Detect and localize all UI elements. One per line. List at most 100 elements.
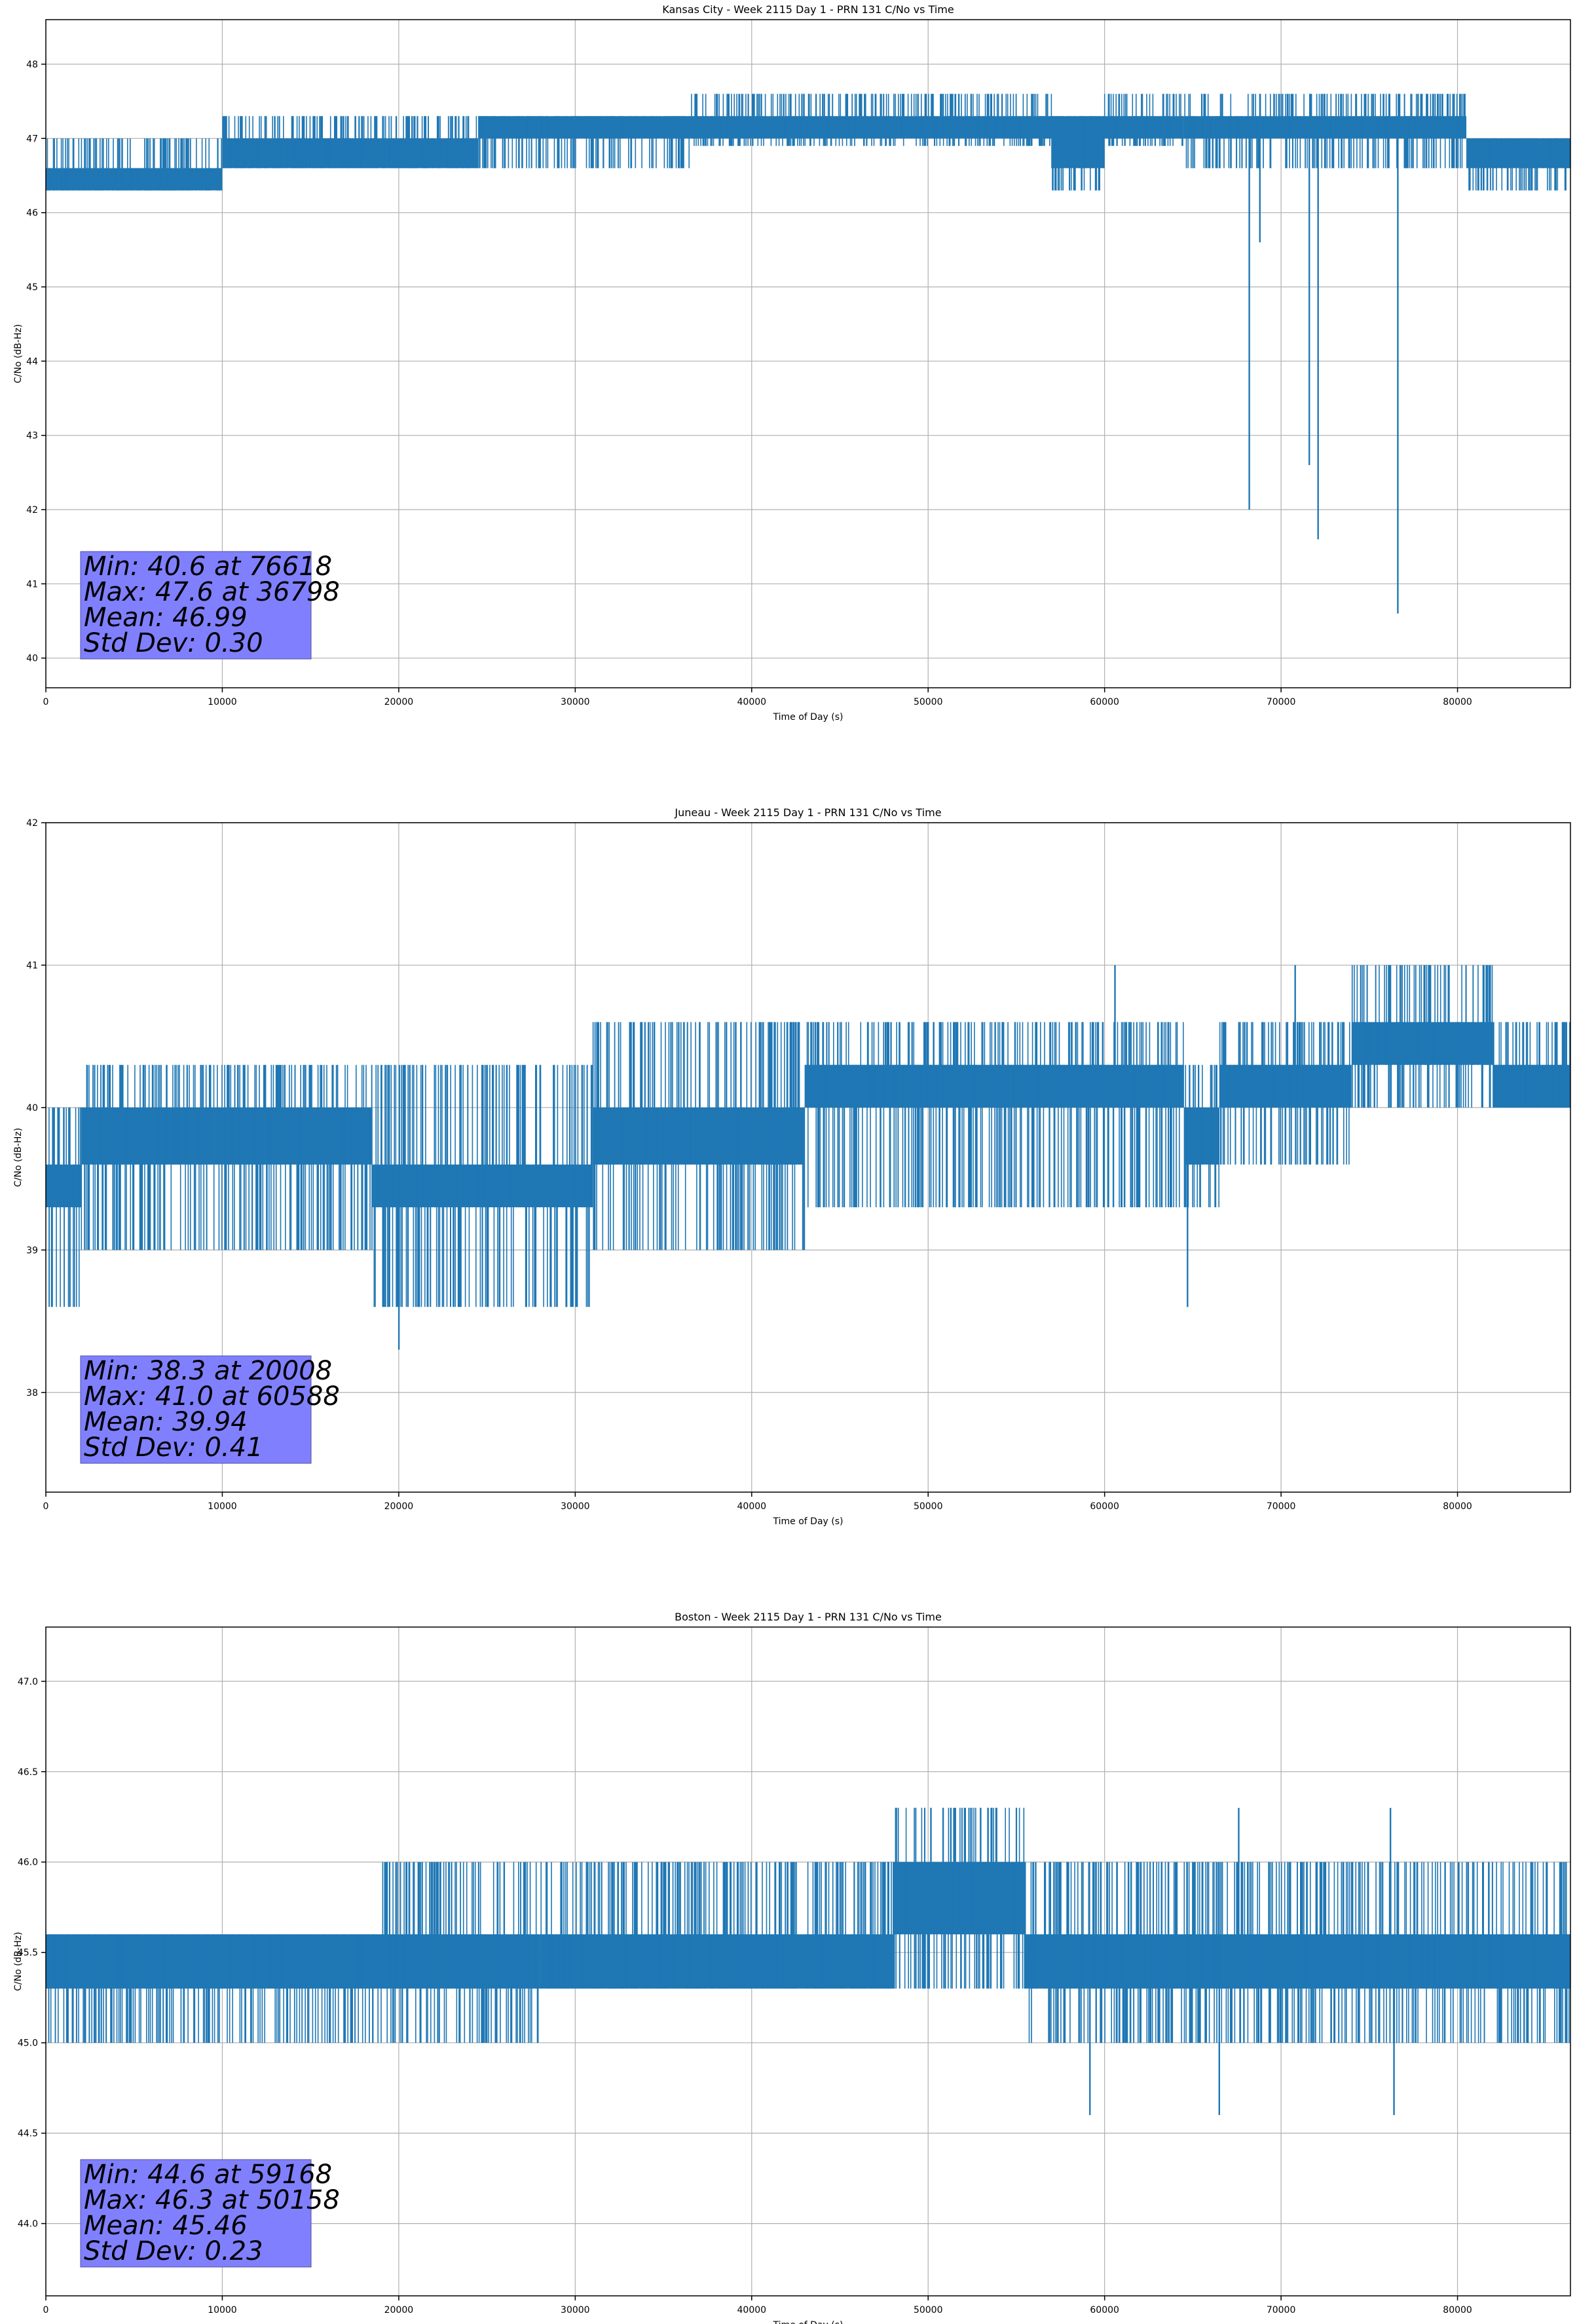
y-tick-label: 47: [26, 134, 38, 144]
x-axis-label: Time of Day (s): [773, 2320, 844, 2324]
data-flicker: [1104, 94, 1183, 146]
x-tick-label: 80000: [1443, 1501, 1472, 1512]
data-flicker: [222, 116, 477, 168]
stats-line: Mean: 46.99: [84, 603, 248, 633]
y-tick-label: 46.0: [18, 1858, 38, 1868]
data-flicker: [1140, 1862, 1570, 2043]
data-flicker: [592, 1022, 806, 1250]
y-tick-label: 44.0: [18, 2219, 38, 2230]
subplot-2: 0 10000 20000 30000 40000 50000 60000 70000 8000…: [13, 1611, 1571, 2324]
stats-line: Max: 47.6 at 36798: [84, 577, 340, 607]
x-tick-label: 20000: [384, 2305, 414, 2315]
x-tick-label: 50000: [914, 1501, 943, 1512]
y-tick-label: 44.5: [18, 2129, 38, 2139]
stats-line: Min: 38.3 at 20008: [84, 1356, 332, 1386]
y-tick-label: 45: [26, 282, 38, 293]
data-band: [1104, 116, 1184, 139]
data-flicker: [48, 1107, 81, 1307]
data-flicker: [1219, 1022, 1350, 1165]
chart-title: Boston - Week 2115 Day 1 - PRN 131 C/No …: [675, 1611, 942, 1623]
stats-box: [80, 2159, 312, 2268]
x-tick-label: 30000: [561, 1501, 590, 1512]
data-flicker: [48, 1934, 379, 2043]
stats-line: Std Dev: 0.23: [84, 2236, 263, 2266]
x-tick-label: 30000: [561, 697, 590, 707]
data-flicker: [380, 1862, 539, 2043]
axes-frame: [45, 822, 1571, 1493]
y-tick-label: 46: [26, 208, 38, 219]
y-tick-label: 44: [26, 356, 38, 367]
stats-line: Std Dev: 0.41: [84, 1433, 263, 1463]
x-tick-label: 60000: [1090, 697, 1119, 707]
y-tick-label: 39: [26, 1245, 38, 1256]
subplot-0: 0 10000 20000 30000 40000 50000 60000 70000 8000…: [13, 3, 1571, 722]
x-tick-label: 80000: [1443, 2305, 1472, 2315]
stats-box: [80, 1355, 312, 1464]
data-flicker: [213, 1064, 373, 1250]
x-tick-label: 10000: [208, 697, 237, 707]
data-flicker: [81, 1064, 212, 1250]
data-flicker: [1351, 965, 1493, 1108]
x-tick-label: 20000: [384, 697, 414, 707]
y-tick-label: 43: [26, 431, 38, 441]
x-tick-label: 60000: [1090, 1501, 1119, 1512]
y-tick-label: 45.5: [18, 1948, 38, 1959]
y-tick-label: 46.5: [18, 1767, 38, 1778]
y-tick-label: 45.0: [18, 2038, 38, 2049]
data-flicker: [540, 1862, 892, 1989]
x-tick-label: 30000: [561, 2305, 590, 2315]
y-tick-label: 42: [26, 505, 38, 515]
y-tick-label: 38: [26, 1388, 38, 1398]
y-axis-label: C/No (dB-Hz): [13, 1932, 24, 1991]
x-tick-label: 40000: [737, 697, 767, 707]
x-axis-label: Time of Day (s): [773, 1516, 844, 1527]
data-flicker: [1024, 1862, 1141, 2043]
stats-box: [80, 551, 312, 660]
y-tick-label: 41: [26, 579, 38, 590]
x-tick-label: 80000: [1443, 697, 1472, 707]
stats-line: Min: 44.6 at 59168: [84, 2160, 332, 2190]
x-tick-label: 50000: [914, 2305, 943, 2315]
x-tick-label: 10000: [208, 2305, 237, 2315]
data-flicker: [1184, 94, 1466, 168]
x-tick-label: 40000: [737, 2305, 767, 2315]
x-tick-label: 60000: [1090, 2305, 1119, 2315]
x-axis-label: Time of Day (s): [773, 712, 844, 722]
data-flicker: [806, 1022, 1184, 1208]
y-tick-label: 41: [26, 960, 38, 971]
data-series: [46, 965, 1570, 1350]
axes-frame: [45, 19, 1571, 688]
data-flicker: [478, 116, 690, 168]
data-series: [46, 1807, 1570, 2116]
x-tick-label: 0: [43, 697, 49, 707]
y-tick-label: 40: [26, 654, 38, 664]
data-series: [46, 94, 1570, 614]
data-flicker: [1051, 116, 1105, 191]
chart-title: Kansas City - Week 2115 Day 1 - PRN 131 …: [662, 3, 954, 16]
stats-line: Min: 40.6 at 76618: [84, 552, 332, 582]
y-tick-label: 42: [26, 818, 38, 829]
data-flicker: [373, 1064, 593, 1307]
stats-line: Mean: 45.46: [84, 2211, 248, 2241]
y-tick-label: 48: [26, 60, 38, 70]
x-tick-label: 20000: [384, 1501, 414, 1512]
x-tick-label: 0: [43, 2305, 49, 2315]
x-tick-label: 70000: [1267, 2305, 1296, 2315]
stats-line: Max: 41.0 at 60588: [84, 1381, 340, 1412]
data-flicker: [893, 1807, 1026, 1989]
stats-line: Std Dev: 0.30: [84, 628, 263, 658]
y-axis-label: C/No (dB-Hz): [13, 324, 24, 383]
data-flicker: [691, 94, 1052, 146]
x-tick-label: 70000: [1267, 1501, 1296, 1512]
data-flicker: [1183, 1064, 1219, 1208]
data-band: [1140, 1934, 1570, 1989]
y-tick-label: 47.0: [18, 1677, 38, 1687]
axes-frame: [45, 1626, 1571, 2296]
x-tick-label: 50000: [914, 697, 943, 707]
stats-line: Max: 46.3 at 50158: [84, 2185, 340, 2215]
y-axis-label: C/No (dB-Hz): [13, 1128, 24, 1187]
x-tick-label: 10000: [208, 1501, 237, 1512]
x-tick-label: 40000: [737, 1501, 767, 1512]
subplot-1: 0 10000 20000 30000 40000 50000 60000 70000 8000…: [13, 806, 1571, 1527]
